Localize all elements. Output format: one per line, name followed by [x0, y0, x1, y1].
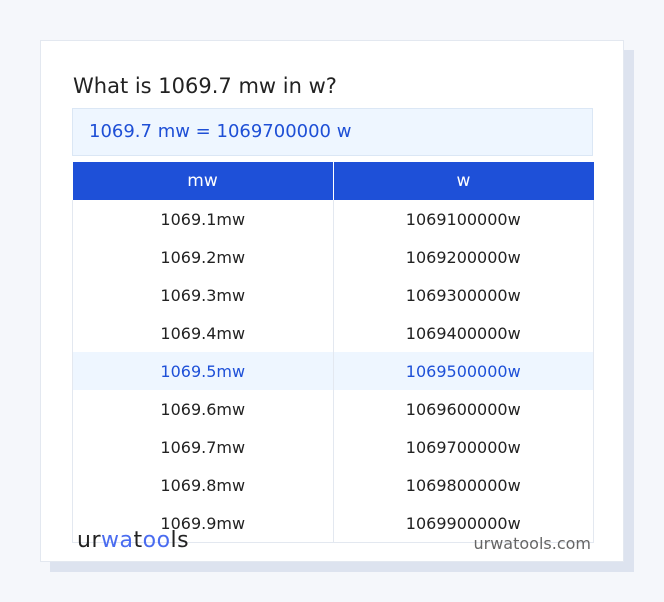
w-value: 1069400000w	[332, 314, 594, 352]
column-header-mw: mw	[72, 162, 333, 200]
w-value: 1069700000w	[332, 428, 594, 466]
page-title: What is 1069.7 mw in w?	[73, 74, 337, 98]
urwatools-logo[interactable]: urwatools	[77, 528, 190, 553]
w-value: 1069200000w	[332, 238, 594, 276]
table-row: 1069.2mw 1069200000w	[72, 238, 594, 276]
table-row: 1069.3mw 1069300000w	[72, 276, 594, 314]
column-header-w: w	[332, 162, 594, 200]
conversion-table: mw w 1069.1mw 1069100000w 1069.2mw 10692000…	[72, 162, 594, 543]
mw-value: 1069.6mw	[72, 390, 334, 428]
mw-value: 1069.9mw	[72, 504, 334, 543]
w-value: 1069600000w	[332, 390, 594, 428]
conversion-result: 1069.7 mw = 1069700000 w	[72, 108, 593, 156]
mw-value: 1069.5mw	[72, 352, 334, 390]
table-row: 1069.4mw 1069400000w	[72, 314, 594, 352]
mw-value: 1069.2mw	[72, 238, 334, 276]
mw-value: 1069.8mw	[72, 466, 334, 504]
table-row: 1069.1mw 1069100000w	[72, 200, 594, 238]
converter-card: What is 1069.7 mw in w? 1069.7 mw = 1069…	[40, 40, 624, 562]
site-link[interactable]: urwatools.com	[473, 534, 592, 553]
table-row: 1069.9mw 1069900000w	[72, 504, 594, 543]
w-value: 1069900000w	[332, 504, 594, 543]
mw-value: 1069.1mw	[72, 200, 334, 238]
mw-value: 1069.7mw	[72, 428, 334, 466]
table-row: 1069.5mw 1069500000w	[72, 352, 594, 390]
w-value: 1069500000w	[332, 352, 594, 390]
table-row: 1069.8mw 1069800000w	[72, 466, 594, 504]
mw-value: 1069.4mw	[72, 314, 334, 352]
mw-value: 1069.3mw	[72, 276, 334, 314]
w-value: 1069300000w	[332, 276, 594, 314]
w-value: 1069800000w	[332, 466, 594, 504]
table-row: 1069.6mw 1069600000w	[72, 390, 594, 428]
w-value: 1069100000w	[332, 200, 594, 238]
table-row: 1069.7mw 1069700000w	[72, 428, 594, 466]
